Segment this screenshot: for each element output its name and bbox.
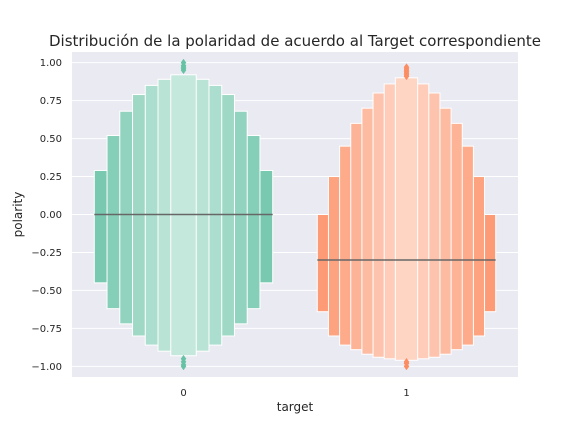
y-tick-label: 0.50 xyxy=(40,134,62,145)
outlier-point xyxy=(403,362,410,371)
y-tick-label: 0.75 xyxy=(40,96,62,107)
boxen-series xyxy=(93,58,497,371)
boxen-group-0 xyxy=(93,58,274,371)
y-tick-label: 1.00 xyxy=(40,58,62,69)
y-tick-label: −0.50 xyxy=(31,286,62,297)
outlier-point xyxy=(180,362,187,371)
outlier-point xyxy=(180,58,187,67)
boxen-group-1 xyxy=(316,63,497,371)
y-tick-label: 0.00 xyxy=(40,210,62,221)
x-tick-label: 1 xyxy=(403,388,409,399)
y-tick-label: −0.25 xyxy=(31,248,62,259)
x-axis-label: target xyxy=(277,400,314,414)
x-tick-label: 0 xyxy=(180,388,186,399)
y-tick-label: −1.00 xyxy=(31,362,62,373)
outlier-point xyxy=(403,63,410,72)
chart-title: Distribución de la polaridad de acuerdo … xyxy=(49,32,541,50)
letter-value-box xyxy=(394,77,419,361)
y-tick-labels: 1.00 0.75 0.50 0.25 0.00 −0.25 −0.50 −0.75 −1.00 xyxy=(31,58,62,373)
letter-value-box xyxy=(170,74,197,357)
y-tick-label: 0.25 xyxy=(40,172,62,183)
y-axis-label: polarity xyxy=(11,192,25,238)
y-tick-label: −0.75 xyxy=(31,324,62,335)
